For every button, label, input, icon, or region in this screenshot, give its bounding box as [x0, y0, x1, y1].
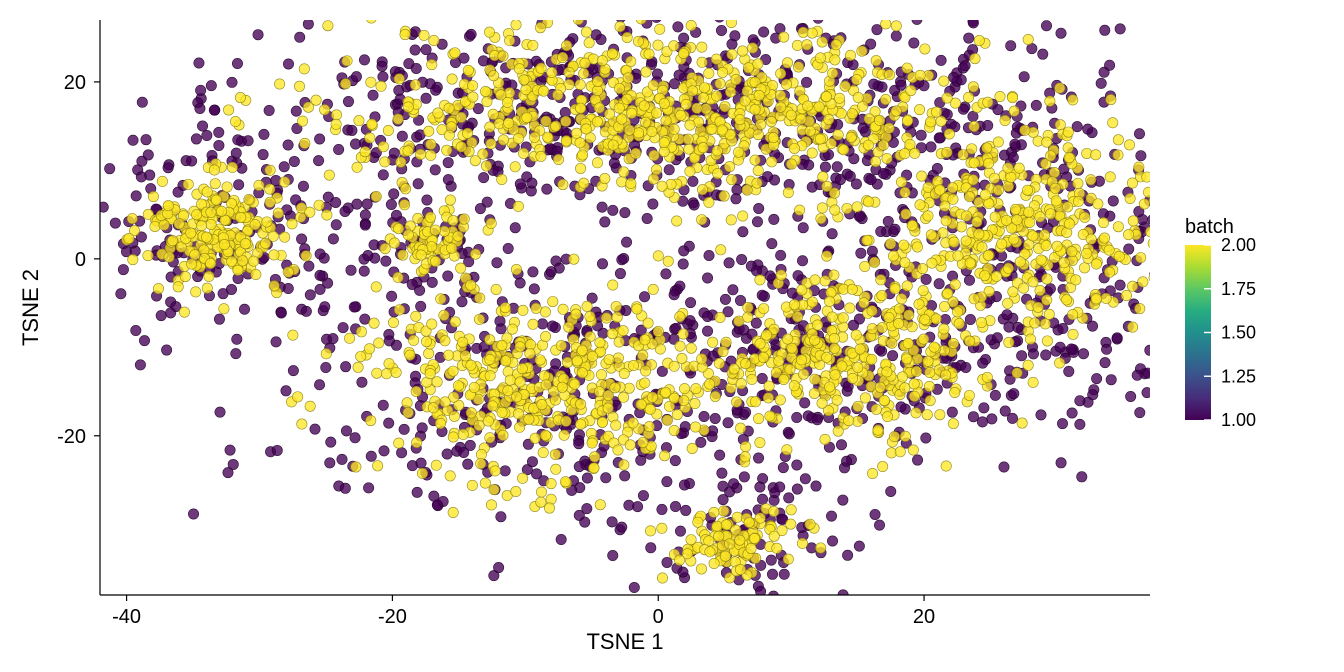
y-tick-label: 20 — [64, 72, 86, 94]
x-tick-label: 0 — [653, 606, 664, 628]
x-tick-label: 20 — [913, 606, 935, 628]
y-axis-label: TSNE 2 — [18, 269, 43, 346]
x-tick-label: -20 — [378, 606, 407, 628]
legend-tick-label: 1.25 — [1221, 366, 1256, 386]
legend-tick-label: 1.00 — [1221, 410, 1256, 430]
x-axis-label: TSNE 1 — [586, 629, 663, 654]
legend-tick-label: 1.50 — [1221, 323, 1256, 343]
y-tick-label: 0 — [75, 249, 86, 271]
x-tick-label: -40 — [112, 606, 141, 628]
legend-tick-label: 2.00 — [1221, 235, 1256, 255]
y-tick-label: -20 — [57, 426, 86, 448]
legend-tick-label: 1.75 — [1221, 279, 1256, 299]
tsne-scatter: -40-20020-20020TSNE 1TSNE 2batch2.001.75… — [0, 0, 1344, 672]
